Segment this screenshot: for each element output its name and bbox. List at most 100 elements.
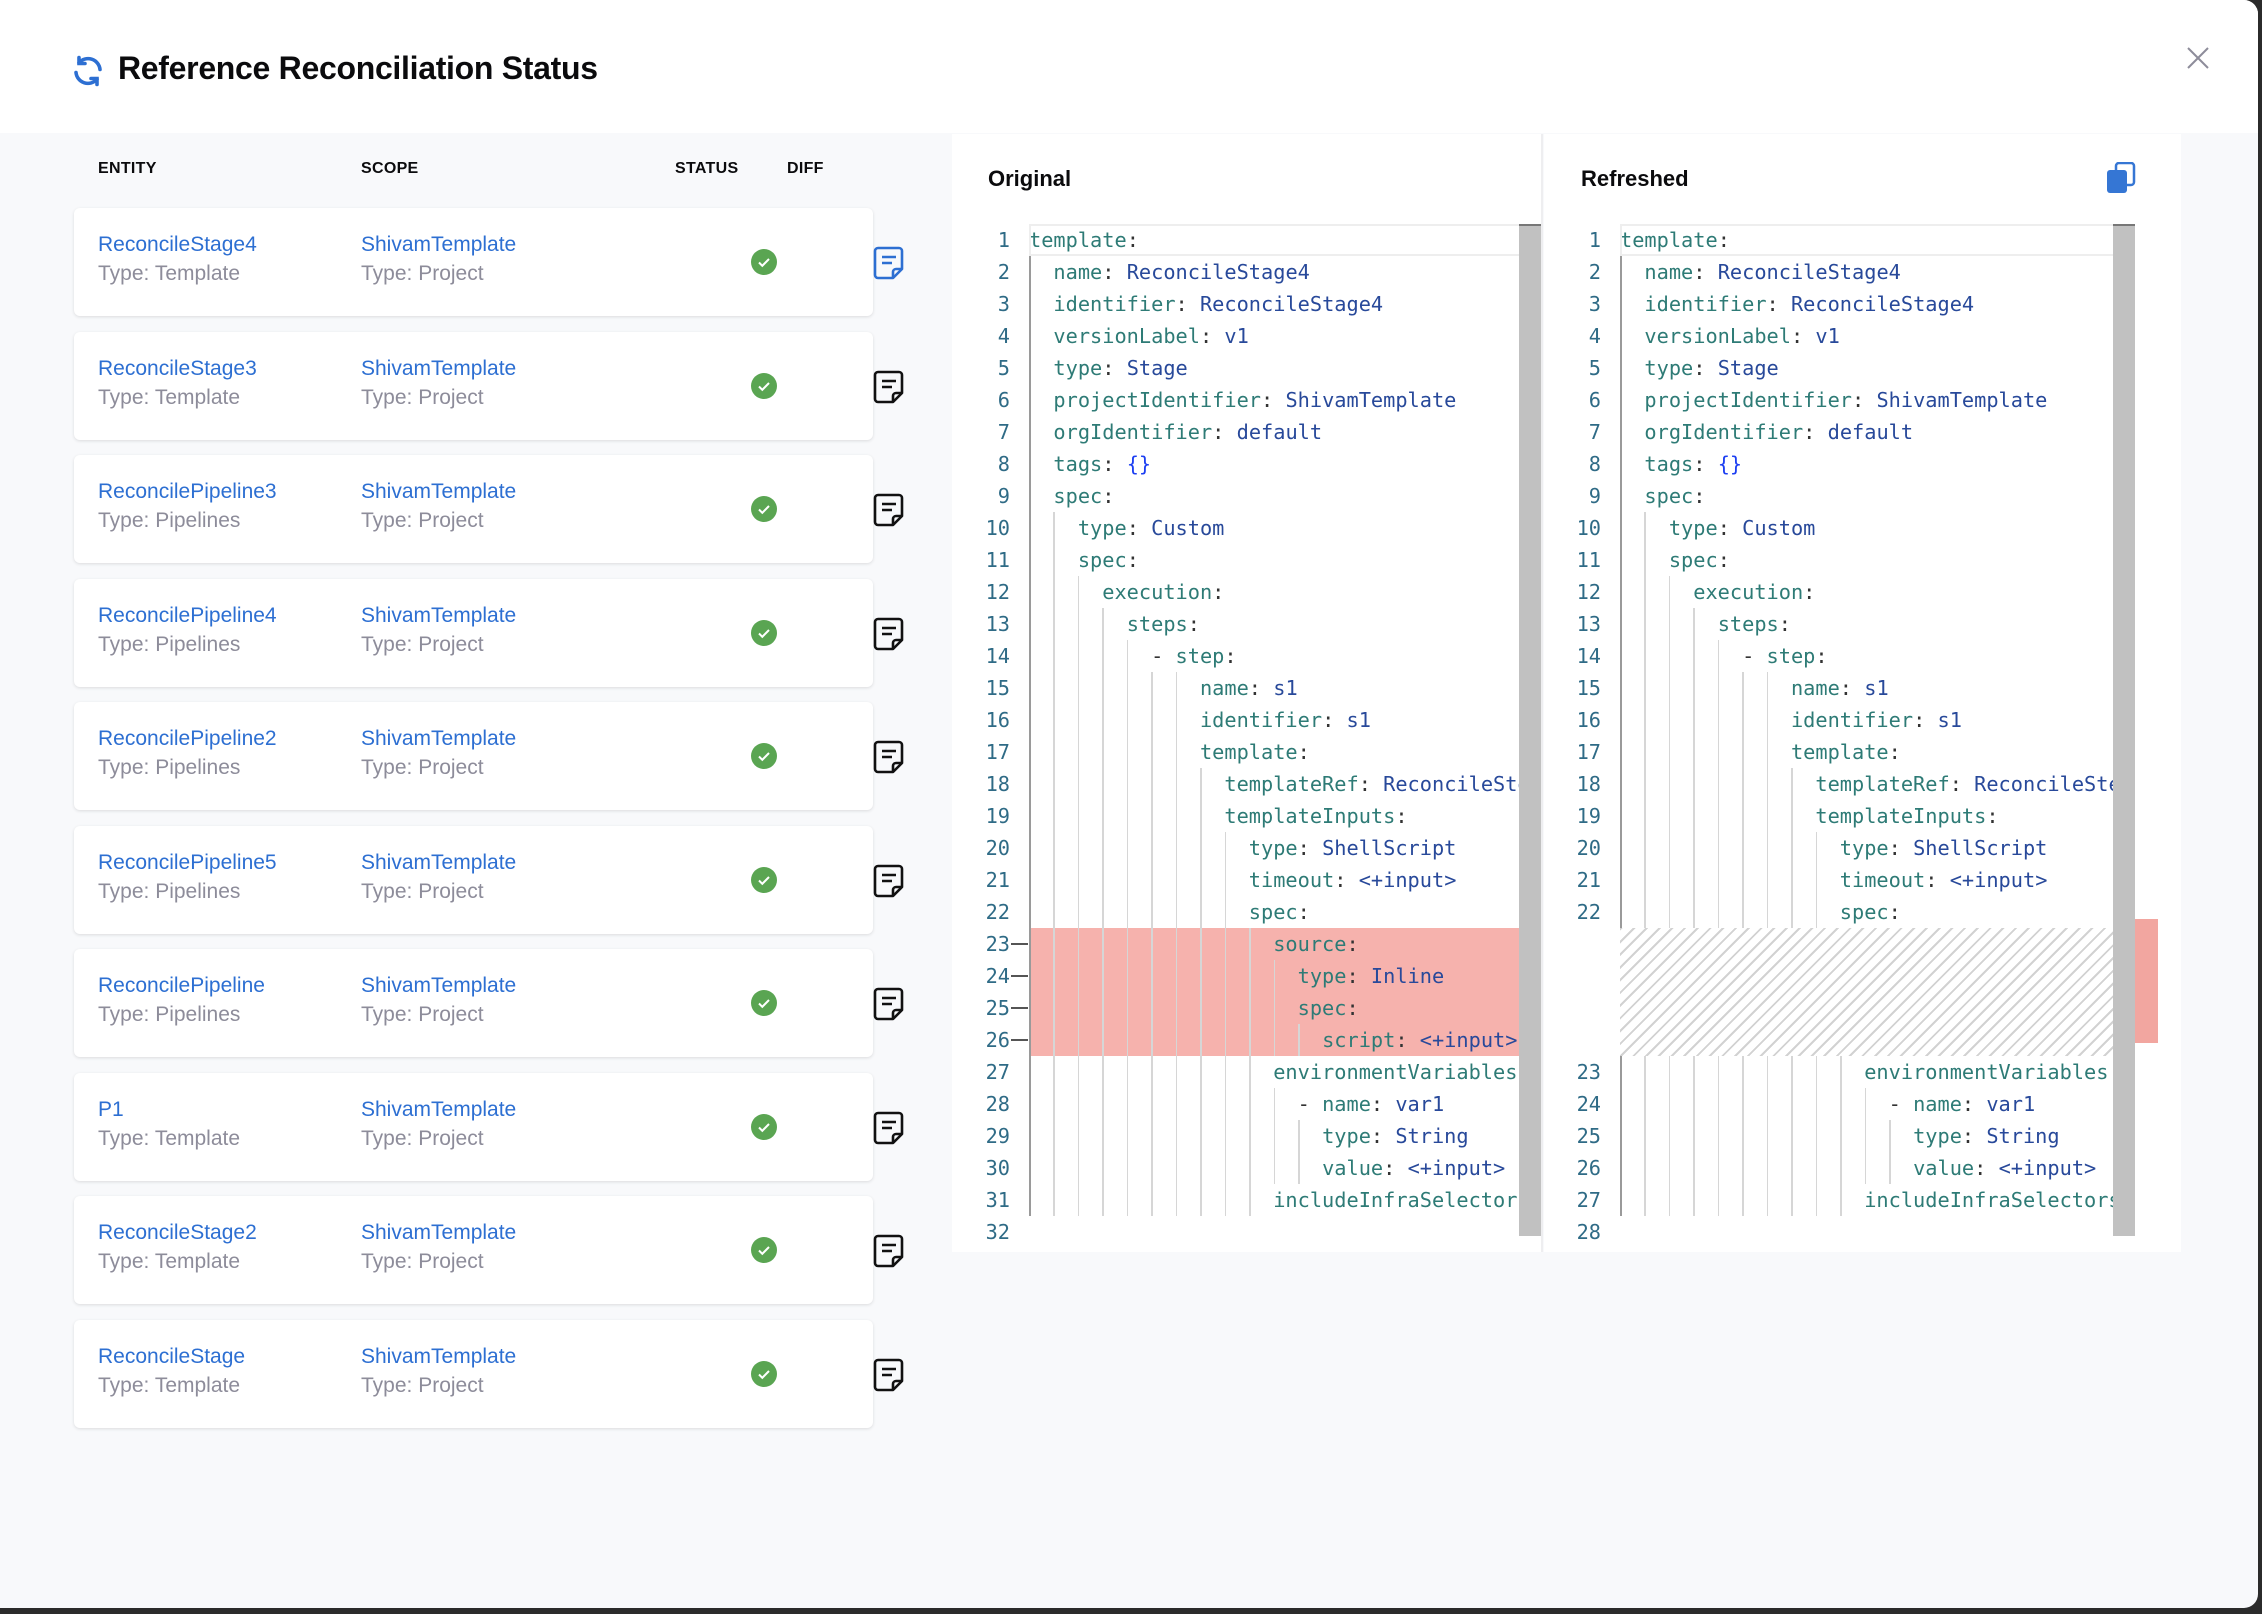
entity-name-link[interactable]: ReconcileStage4 [98, 233, 257, 256]
line-number: 14 [985, 644, 1010, 668]
entity-name-link[interactable]: ReconcilePipeline5 [98, 850, 277, 874]
indent-guide [1717, 640, 1720, 672]
code-text: versionLabel: v1 [1053, 324, 1249, 348]
code-text: name: ReconcileStage4 [1053, 260, 1310, 284]
line-number: 24 [985, 964, 1010, 988]
scope-name-link[interactable]: ShivamTemplate [361, 603, 517, 627]
scope-name-link[interactable]: ShivamTemplate [361, 727, 517, 750]
indent-guide [1126, 1056, 1129, 1088]
diff-icon[interactable] [873, 740, 905, 774]
scope-name-link[interactable]: ShivamTemplate [361, 356, 517, 380]
indent-guide [1249, 1120, 1251, 1152]
scrollbar[interactable] [1519, 224, 1541, 1236]
code-line: 25 type: String [1544, 1120, 2135, 1152]
code-text: type: Stage [1053, 356, 1188, 380]
scope-name-link[interactable]: ShivamTemplate [361, 850, 517, 874]
code-text: spec: [1839, 900, 1901, 924]
code-line: 2 name: ReconcileStage4 [952, 256, 1541, 288]
indent-guide [1126, 864, 1129, 896]
line-number: 15 [1576, 676, 1601, 700]
indent-guide [1224, 928, 1227, 960]
indent-guide [1717, 672, 1720, 704]
indent-guide [1668, 864, 1671, 896]
removed-marker [1011, 975, 1028, 977]
diff-icon[interactable] [873, 370, 905, 404]
indent-guide [1668, 896, 1671, 928]
code-line: 15 name: s1 [1544, 672, 2135, 704]
indent-guide [1077, 1088, 1080, 1120]
entity-name-link[interactable]: ReconcileStage3 [98, 356, 257, 380]
diff-overview-marker [2135, 919, 2158, 1043]
scope-name-link[interactable]: ShivamTemplate [361, 974, 517, 997]
indent-guide [1126, 1088, 1129, 1120]
diff-icon[interactable] [873, 987, 905, 1021]
indent-guide [1053, 832, 1055, 864]
indent-guide [1815, 832, 1818, 864]
indent-guide [1620, 384, 1622, 416]
original-code-editor[interactable]: 1 template: 2 name: ReconcileStage4 3 ident… [952, 224, 1541, 1242]
diff-icon[interactable] [873, 864, 905, 898]
indent-guide [1644, 672, 1646, 704]
entity-name-link[interactable]: ReconcilePipeline4 [98, 603, 277, 627]
copy-icon[interactable] [2106, 162, 2136, 194]
indent-guide [1200, 864, 1202, 896]
indent-guide [1668, 576, 1671, 608]
entity-name-link[interactable]: ReconcilePipeline3 [98, 480, 277, 503]
code-line: 7 orgIdentifier: default [952, 416, 1541, 448]
scope-name-link[interactable]: ShivamTemplate [361, 480, 517, 503]
indent-guide [1175, 672, 1178, 704]
line-number: 11 [985, 548, 1010, 572]
indent-guide [1791, 1056, 1793, 1088]
indent-guide [1200, 1056, 1202, 1088]
code-text: templateRef: ReconcileStep [1815, 772, 2133, 796]
code-text: identifier: ReconcileStage4 [1644, 292, 1975, 316]
indent-guide [1077, 1056, 1080, 1088]
diff-icon[interactable] [873, 617, 905, 651]
scope-name-link[interactable]: ShivamTemplate [361, 1097, 517, 1121]
code-line: 8 tags: {} [952, 448, 1541, 480]
entity-type: Type: Pipelines [98, 1003, 241, 1026]
refreshed-code-editor[interactable]: 1 template: 2 name: ReconcileStage4 3 ident… [1544, 224, 2135, 1242]
code-line: 32 [952, 1216, 1541, 1242]
indent-guide [1620, 448, 1622, 480]
indent-guide [1864, 1120, 1867, 1152]
code-line: 4 versionLabel: v1 [1544, 320, 2135, 352]
entity-name-link[interactable]: P1 [98, 1097, 124, 1121]
code-text: type: ShellScript [1248, 836, 1457, 860]
table-row: ReconcilePipeline4 Type: Pipelines Shiva… [74, 578, 904, 687]
entity-name-link[interactable]: ReconcilePipeline2 [98, 727, 277, 750]
indent-guide [1102, 1152, 1104, 1184]
entity-type: Type: Pipelines [98, 632, 241, 656]
line-number: 25 [1576, 1124, 1601, 1148]
indent-guide [1620, 256, 1622, 288]
entity-name-link[interactable]: ReconcileStage [98, 1344, 246, 1368]
success-check-icon [751, 1237, 777, 1263]
scope-name-link[interactable]: ShivamTemplate [361, 1221, 517, 1244]
close-icon[interactable] [2184, 44, 2212, 72]
scrollbar[interactable] [2113, 224, 2135, 1236]
diff-icon[interactable] [873, 1111, 905, 1145]
diff-icon[interactable] [873, 246, 905, 280]
entity-name-link[interactable]: ReconcileStage2 [98, 1221, 257, 1244]
indent-guide [1224, 992, 1227, 1024]
table-row: ReconcilePipeline2 Type: Pipelines Shiva… [74, 702, 904, 810]
indent-guide [1742, 864, 1744, 896]
success-check-icon [751, 1113, 777, 1140]
indent-guide [1151, 1024, 1153, 1056]
line-number: 22 [1576, 900, 1601, 924]
line-number: 21 [1576, 868, 1601, 892]
scope-type: Type: Project [361, 262, 484, 285]
entity-type: Type: Template [98, 385, 241, 409]
diff-icon[interactable] [873, 493, 905, 527]
diff-icon[interactable] [873, 1358, 905, 1392]
line-number: 22 [985, 900, 1010, 924]
code-line: 17 template: [952, 736, 1541, 768]
entity-name-link[interactable]: ReconcilePipeline [98, 974, 265, 997]
diff-icon[interactable] [873, 1234, 905, 1268]
line-number: 15 [985, 676, 1010, 700]
scope-name-link[interactable]: ShivamTemplate [361, 1344, 517, 1368]
indent-guide [1102, 864, 1104, 896]
scope-name-link[interactable]: ShivamTemplate [361, 233, 517, 256]
code-text: - name: var1 [1297, 1092, 1445, 1116]
table-row: ReconcilePipeline3 Type: Pipelines Shiva… [74, 455, 904, 563]
